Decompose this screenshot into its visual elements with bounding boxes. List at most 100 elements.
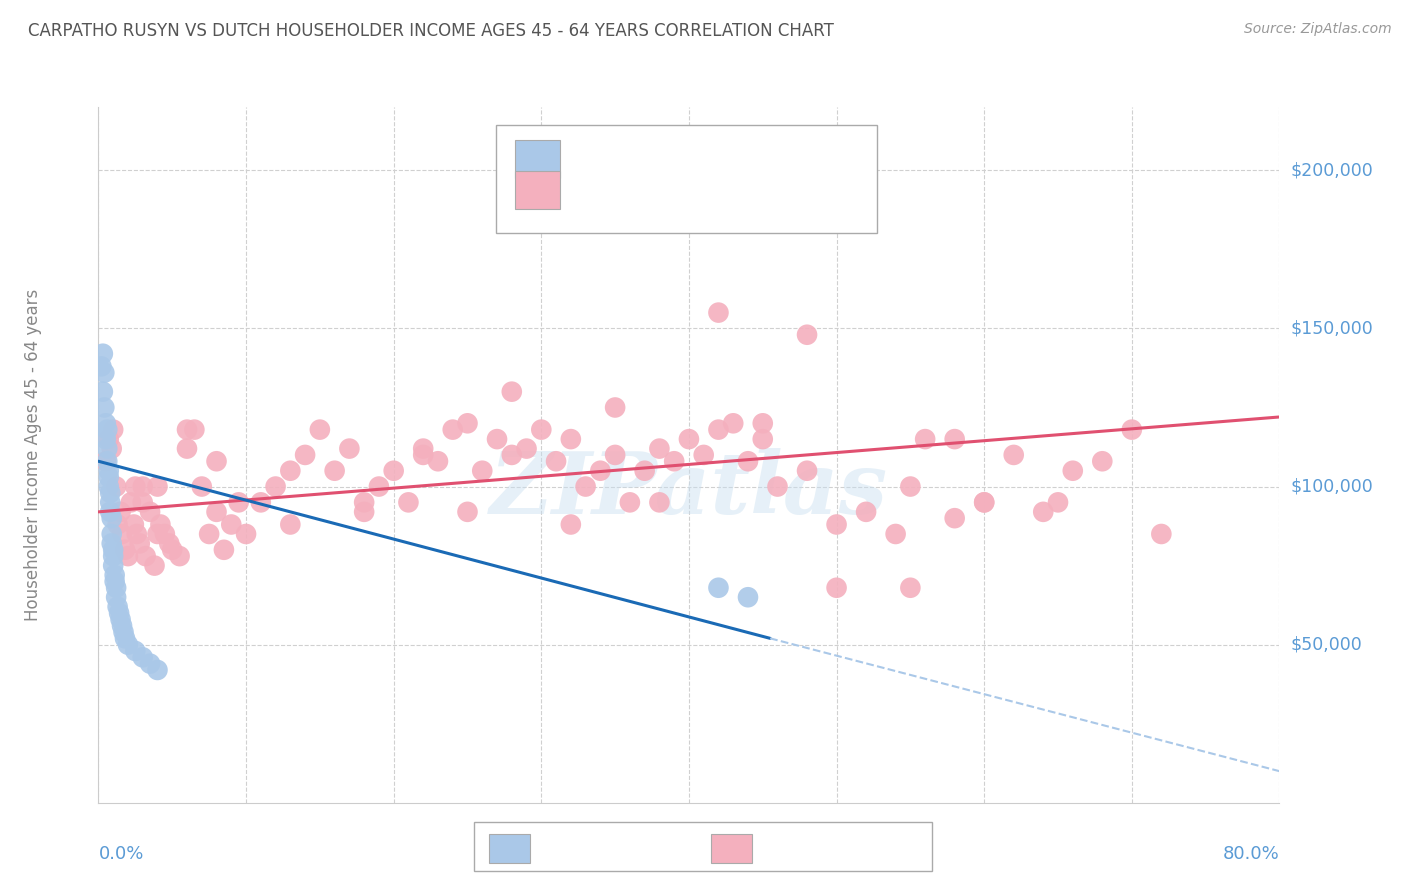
Point [143,558,166,573]
Point [96,423,118,437]
Point [486,432,509,446]
Point [664,454,686,468]
Point [648,495,671,509]
Point [98,486,121,500]
Point [323,464,346,478]
Point [574,479,596,493]
Text: Householder Income Ages 45 - 64 years: Householder Income Ages 45 - 64 years [24,289,42,621]
Point [605,448,627,462]
Point [855,505,877,519]
Point [117,638,139,652]
Point [146,479,169,493]
Point [353,495,375,509]
Point [93,401,115,415]
Point [103,549,125,563]
Point [146,527,169,541]
Point [605,401,627,415]
Point [737,454,759,468]
Point [235,527,257,541]
Point [97,479,120,493]
Text: $150,000: $150,000 [1291,319,1374,337]
Point [108,606,131,620]
Point [900,581,922,595]
Point [943,432,966,446]
Point [125,527,148,541]
Point [707,305,730,319]
Point [103,558,125,573]
Point [353,505,375,519]
Text: N =: N = [689,172,723,191]
Point [825,581,848,595]
Text: $200,000: $200,000 [1291,161,1374,179]
Point [169,549,191,563]
Point [766,479,789,493]
Point [97,464,120,478]
Point [560,517,582,532]
Point [884,527,907,541]
Point [294,448,316,462]
Text: ZIPatlas: ZIPatlas [489,448,889,532]
Point [1046,495,1069,509]
Point [94,454,117,468]
Point [412,448,434,462]
Point [100,511,122,525]
Text: N =: N = [689,141,723,159]
Point [1032,505,1054,519]
Point [120,495,142,509]
Point [162,542,183,557]
Point [124,644,146,658]
Point [122,517,145,532]
Point [693,448,716,462]
Point [648,442,671,456]
Point [135,549,157,563]
Text: Source: ZipAtlas.com: Source: ZipAtlas.com [1244,22,1392,37]
Point [1002,448,1025,462]
Point [183,423,205,437]
Point [943,511,966,525]
Point [107,517,129,532]
Point [278,464,302,478]
Point [278,517,302,532]
Point [94,417,117,431]
Point [94,432,117,446]
Point [973,495,995,509]
Point [368,479,391,493]
Point [900,479,922,493]
Point [560,432,582,446]
Point [117,549,139,563]
Point [205,505,228,519]
Point [501,384,523,399]
Text: Dutch: Dutch [759,839,808,857]
Text: 0.0%: 0.0% [98,845,143,863]
Point [100,536,122,550]
Text: 80.0%: 80.0% [1223,845,1279,863]
Point [441,423,464,437]
Point [205,454,228,468]
Point [396,495,419,509]
Point [132,495,155,509]
Point [103,542,125,557]
Point [114,542,136,557]
Point [427,454,450,468]
Point [128,536,150,550]
Point [153,527,176,541]
Point [721,417,744,431]
Point [111,618,134,632]
Point [98,495,121,509]
Point [633,464,655,478]
Point [796,327,818,342]
Point [111,527,134,541]
Point [124,479,146,493]
Point [530,423,553,437]
Point [544,454,567,468]
Point [471,464,494,478]
Text: 0.342: 0.342 [612,172,668,191]
Point [264,479,287,493]
Point [1150,527,1173,541]
Point [176,442,198,456]
Point [501,448,523,462]
Point [228,495,250,509]
Point [412,442,434,456]
Point [112,625,135,640]
Point [100,442,122,456]
